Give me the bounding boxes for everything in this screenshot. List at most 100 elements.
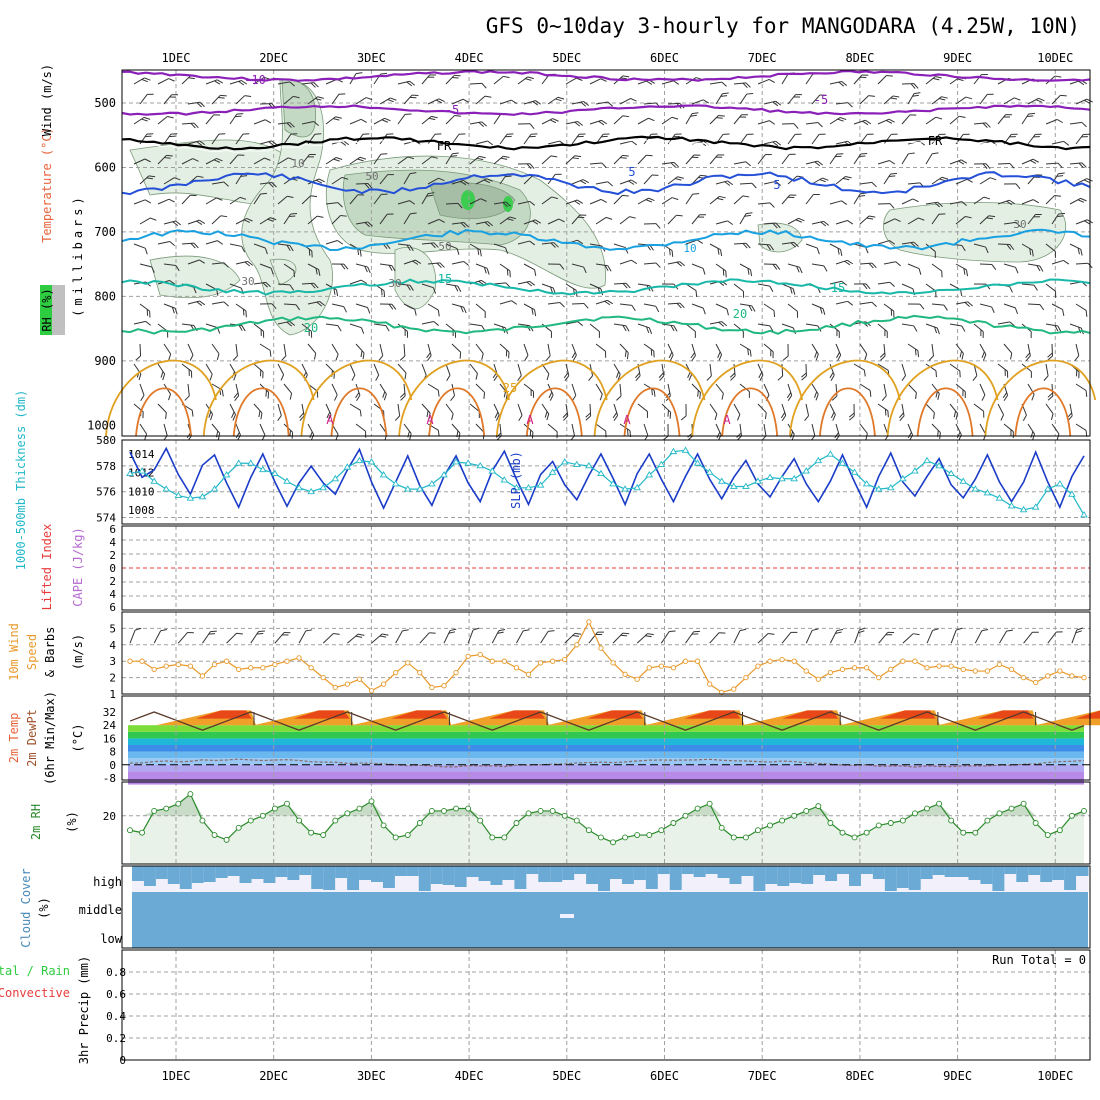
cloud-high-bar <box>717 866 730 878</box>
wind-barb <box>211 262 229 268</box>
barb-staff <box>595 181 608 185</box>
barb-flag <box>730 375 736 381</box>
barb-flag <box>613 415 618 422</box>
barb-staff <box>643 134 652 145</box>
wind-barb <box>691 99 709 105</box>
barb-staff <box>523 133 532 145</box>
barb-flag <box>893 311 895 318</box>
wind-speed-point <box>477 651 483 658</box>
wind-barb <box>515 629 530 644</box>
barb-flag <box>880 355 886 361</box>
wind-tick: 4 <box>109 639 116 652</box>
wind-speed-point <box>368 688 375 694</box>
barb-flag <box>887 410 889 418</box>
barb-flag <box>720 95 728 97</box>
barb-flag <box>1074 355 1080 362</box>
wind-barb <box>997 114 1012 125</box>
barb-staff <box>133 199 146 205</box>
wind-barb <box>805 160 824 167</box>
barb-flag <box>223 301 229 307</box>
barb-staff <box>907 343 919 352</box>
wind-barb <box>349 363 356 381</box>
barb-flag <box>426 194 433 197</box>
barb-flag <box>885 634 893 636</box>
barb-flag <box>362 133 370 135</box>
barb-staff <box>1027 97 1039 105</box>
barb-flag <box>313 282 319 289</box>
barb-flag <box>863 370 866 377</box>
temp-band <box>128 758 1084 765</box>
wind-barb <box>1051 303 1065 316</box>
wind-barb <box>859 301 877 307</box>
barb-flag <box>848 412 855 418</box>
barb-staff <box>181 323 194 327</box>
cloud-high-bar <box>406 866 420 876</box>
barb-staff <box>397 200 410 205</box>
wind-barb <box>763 343 774 359</box>
pressure-tick: 800 <box>94 289 116 303</box>
barb-flag <box>170 133 178 135</box>
precip-tick: 0.8 <box>106 966 126 979</box>
wind-barb <box>811 303 826 315</box>
barb-flag <box>646 80 653 85</box>
barb-staff <box>733 82 746 85</box>
cloud-high-bar <box>1028 866 1041 875</box>
barb-staff <box>835 140 848 145</box>
barb-staff <box>781 154 790 165</box>
barb-staff <box>661 116 673 125</box>
barb-staff <box>1045 119 1058 125</box>
barb-flag <box>673 325 678 332</box>
barb-flag <box>879 352 886 358</box>
isotherm-minus10 <box>121 69 1091 82</box>
barb-flag <box>1081 136 1088 138</box>
barb-flag <box>240 175 248 177</box>
barb-flag <box>242 133 250 135</box>
barb-flag <box>483 392 486 399</box>
barb-flag <box>961 201 968 207</box>
barb-flag <box>691 112 699 115</box>
bottom-date-label: 9DEC <box>943 1069 972 1083</box>
barb-staff <box>517 363 522 376</box>
barb-flag <box>612 412 618 419</box>
rh-point <box>984 817 991 824</box>
wind-barb <box>949 201 968 207</box>
barb-flag <box>895 261 901 267</box>
barb-flag <box>768 79 775 84</box>
barb-staff <box>211 423 221 434</box>
wind-barb <box>973 243 989 254</box>
barb-flag <box>963 268 966 275</box>
rh-point <box>1056 827 1063 834</box>
barb-staff <box>901 403 905 416</box>
cape-tick: 2 <box>109 549 116 562</box>
barb-staff <box>829 403 836 415</box>
barb-flag <box>988 215 996 218</box>
barb-flag <box>316 215 324 218</box>
barb-flag <box>384 117 391 122</box>
rh-point <box>513 820 520 826</box>
wind-speed-point <box>223 658 230 664</box>
wind-barb <box>133 199 151 205</box>
barb-flag <box>889 160 896 165</box>
barb-staff <box>859 95 869 105</box>
ylabel-slp: SLP (mb) <box>509 451 523 509</box>
barb-flag <box>480 198 487 202</box>
thickness-point <box>742 482 750 489</box>
wind-barb <box>379 213 394 225</box>
barb-flag <box>634 372 640 379</box>
barb-staff <box>187 140 200 145</box>
wind-barb <box>133 77 151 85</box>
barb-staff <box>397 80 410 85</box>
barb-staff <box>139 423 147 435</box>
barb-flag <box>582 179 589 184</box>
isotherm-15 <box>121 278 1091 296</box>
barb-staff <box>181 194 191 205</box>
wind-barb <box>997 163 1015 169</box>
barb-flag <box>238 80 245 86</box>
barb-staff <box>491 630 500 644</box>
wind-barb <box>541 118 559 125</box>
pressure-tick: 600 <box>94 160 116 174</box>
cloud-high-bar <box>287 866 300 880</box>
barb-flag <box>355 635 363 638</box>
wind-barb <box>445 202 463 209</box>
wind-barb <box>661 403 672 419</box>
